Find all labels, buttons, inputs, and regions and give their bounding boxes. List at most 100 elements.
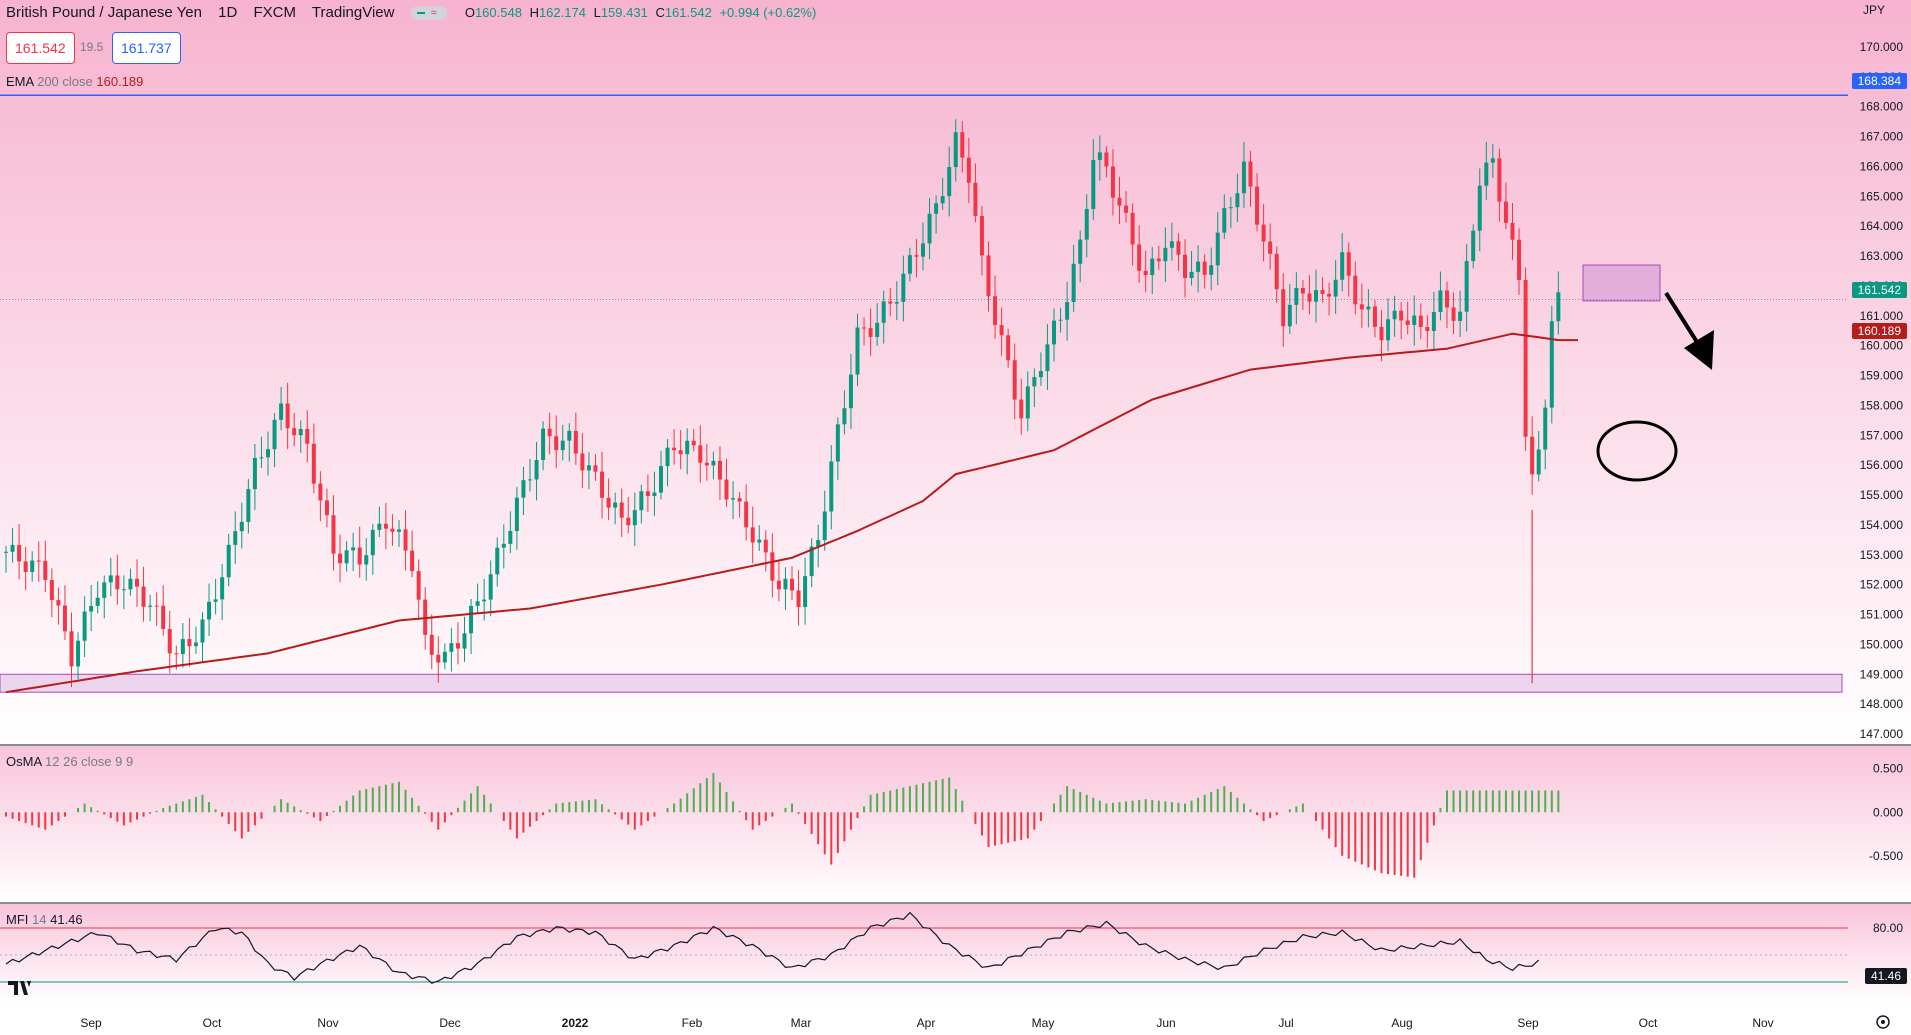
candle[interactable]: [613, 492, 618, 525]
candle[interactable]: [960, 121, 965, 173]
candle[interactable]: [36, 541, 41, 582]
candle[interactable]: [724, 458, 729, 507]
candle[interactable]: [495, 537, 500, 587]
candle[interactable]: [934, 195, 939, 234]
candle[interactable]: [737, 492, 742, 518]
candle[interactable]: [1052, 308, 1056, 362]
ema-legend[interactable]: EMA 200 close 160.189: [6, 74, 143, 89]
interval[interactable]: 1D: [218, 4, 238, 21]
candle[interactable]: [135, 559, 139, 607]
candle[interactable]: [842, 390, 847, 435]
candle[interactable]: [1261, 204, 1266, 262]
support-zone[interactable]: [0, 673, 1843, 693]
candle[interactable]: [783, 567, 788, 611]
candle[interactable]: [1497, 148, 1502, 222]
candle[interactable]: [1078, 230, 1083, 283]
candle[interactable]: [17, 524, 22, 580]
candle[interactable]: [1536, 431, 1541, 482]
candle[interactable]: [1549, 305, 1554, 424]
candle[interactable]: [102, 575, 107, 619]
candle[interactable]: [894, 281, 899, 321]
candle[interactable]: [488, 560, 493, 617]
candle[interactable]: [1386, 298, 1391, 352]
candle[interactable]: [685, 428, 690, 475]
candle[interactable]: [187, 618, 192, 667]
candle[interactable]: [1019, 378, 1024, 435]
candle[interactable]: [1235, 173, 1240, 222]
candle[interactable]: [344, 541, 349, 572]
candle[interactable]: [567, 423, 572, 462]
candle[interactable]: [1320, 277, 1325, 303]
candle[interactable]: [1150, 247, 1155, 295]
candle[interactable]: [573, 412, 578, 465]
candle[interactable]: [704, 443, 709, 481]
candle[interactable]: [744, 484, 749, 541]
candle[interactable]: [1202, 254, 1207, 289]
candle[interactable]: [1091, 139, 1096, 220]
candle[interactable]: [659, 450, 663, 500]
candle[interactable]: [318, 471, 323, 522]
candle[interactable]: [305, 410, 310, 463]
candle[interactable]: [1274, 246, 1279, 303]
candle[interactable]: [252, 443, 257, 510]
candle[interactable]: [1281, 273, 1286, 347]
candle[interactable]: [868, 308, 873, 356]
candle[interactable]: [580, 433, 585, 488]
candle[interactable]: [979, 206, 984, 276]
candle[interactable]: [377, 506, 382, 538]
candle[interactable]: [141, 566, 146, 622]
candle[interactable]: [862, 317, 867, 346]
candle[interactable]: [1412, 295, 1417, 346]
candle[interactable]: [600, 451, 605, 519]
candle[interactable]: [1510, 202, 1515, 260]
candle[interactable]: [298, 420, 303, 453]
candle[interactable]: [1143, 250, 1148, 293]
candle[interactable]: [1392, 295, 1397, 337]
candle[interactable]: [1399, 301, 1404, 340]
candle[interactable]: [390, 514, 395, 546]
candle[interactable]: [973, 163, 978, 223]
candle[interactable]: [639, 484, 644, 524]
candle[interactable]: [442, 643, 447, 670]
candle[interactable]: [1425, 315, 1430, 348]
candle[interactable]: [947, 146, 952, 217]
candle[interactable]: [606, 478, 611, 520]
candle[interactable]: [76, 632, 81, 680]
candle[interactable]: [1137, 225, 1142, 283]
candle[interactable]: [875, 303, 880, 346]
candle[interactable]: [521, 466, 526, 516]
candle[interactable]: [927, 198, 932, 260]
candle[interactable]: [1418, 303, 1423, 340]
candle[interactable]: [180, 623, 185, 668]
candle[interactable]: [148, 594, 153, 622]
candle[interactable]: [1372, 300, 1377, 338]
candle[interactable]: [429, 614, 434, 670]
candle[interactable]: [1346, 242, 1351, 297]
candle[interactable]: [1300, 280, 1305, 310]
candle[interactable]: [1445, 281, 1449, 329]
candle[interactable]: [770, 533, 775, 598]
candle[interactable]: [1196, 245, 1201, 293]
candle[interactable]: [82, 596, 87, 658]
candle[interactable]: [652, 471, 657, 516]
candle[interactable]: [1222, 194, 1227, 240]
candle[interactable]: [1484, 141, 1489, 200]
candle[interactable]: [1438, 271, 1443, 321]
candle[interactable]: [1307, 275, 1312, 315]
candle[interactable]: [1163, 227, 1168, 282]
candle[interactable]: [1405, 301, 1410, 335]
candle[interactable]: [1189, 250, 1194, 286]
candle[interactable]: [914, 239, 919, 278]
candle[interactable]: [4, 545, 8, 573]
candle[interactable]: [1058, 307, 1063, 333]
candle[interactable]: [1327, 282, 1332, 316]
candle[interactable]: [436, 636, 441, 683]
candle[interactable]: [383, 502, 388, 550]
candle[interactable]: [10, 527, 15, 563]
candle[interactable]: [901, 255, 906, 322]
candle[interactable]: [626, 496, 631, 534]
candle[interactable]: [115, 554, 120, 605]
candle[interactable]: [1503, 182, 1508, 230]
symbol-name[interactable]: British Pound / Japanese Yen: [6, 4, 202, 21]
